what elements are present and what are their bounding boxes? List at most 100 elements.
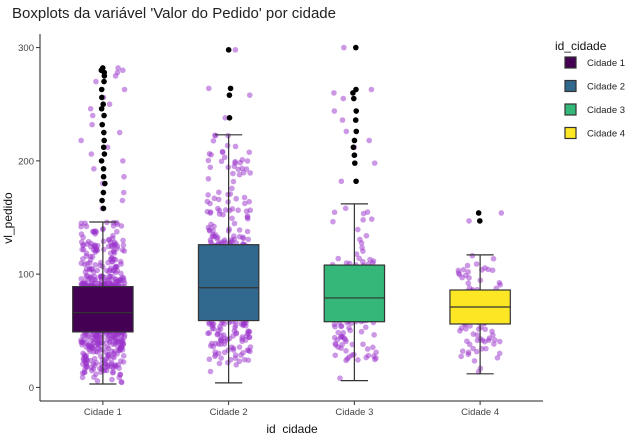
jitter-point: [107, 250, 114, 256]
y-tick-label: 0: [29, 383, 34, 394]
jitter-point: [85, 342, 91, 348]
jitter-point: [229, 215, 235, 222]
jitter-point: [341, 44, 347, 51]
jitter-point: [105, 345, 112, 352]
legend-title: id_cidade: [555, 39, 607, 53]
jitter-point: [224, 142, 231, 149]
legend-label: Cidade 2: [587, 82, 625, 93]
jitter-point: [105, 259, 111, 266]
jitter-point: [331, 108, 338, 114]
jitter-point: [244, 228, 251, 235]
jitter-point: [465, 280, 472, 287]
jitter-point: [343, 338, 349, 345]
jitter-point: [371, 160, 378, 166]
jitter-point: [121, 86, 128, 93]
jitter-point: [112, 269, 119, 276]
jitter-point: [221, 341, 228, 347]
jitter-point: [93, 348, 100, 355]
jitter-point: [92, 261, 99, 268]
outlier-point: [353, 86, 359, 93]
jitter-point: [205, 175, 212, 182]
jitter-point: [78, 137, 84, 144]
jitter-point: [245, 357, 252, 363]
jitter-point: [355, 357, 361, 363]
jitter-point: [357, 236, 363, 243]
jitter-point: [121, 173, 127, 180]
jitter-point: [459, 348, 466, 354]
x-tick-label: Cidade 4: [461, 407, 499, 418]
jitter-point: [335, 255, 342, 262]
outlier-point: [350, 95, 357, 102]
jitter-point: [246, 149, 253, 156]
jitter-point: [247, 170, 253, 176]
outlier-point: [100, 165, 107, 172]
outlier-point: [352, 160, 358, 166]
jitter-point: [331, 209, 338, 216]
outlier-point: [98, 105, 105, 112]
outlier-point: [102, 180, 108, 187]
outlier-point: [353, 178, 359, 185]
jitter-point: [119, 247, 126, 253]
jitter-point: [244, 213, 251, 219]
x-axis-title: id_cidade: [266, 422, 318, 434]
jitter-point: [210, 137, 217, 144]
jitter-point: [470, 331, 477, 337]
jitter-point: [471, 358, 478, 364]
outlier-point: [476, 218, 483, 224]
legend-label: Cidade 1: [587, 58, 625, 69]
jitter-point: [496, 338, 503, 345]
jitter-point: [109, 243, 115, 250]
jitter-point: [120, 353, 127, 359]
jitter-point: [91, 165, 97, 172]
jitter-point: [114, 69, 121, 76]
jitter-point: [94, 267, 101, 274]
outlier-point: [225, 47, 232, 53]
outlier-point: [99, 197, 105, 204]
jitter-point: [366, 137, 372, 144]
jitter-point: [235, 166, 242, 173]
outlier-point: [100, 205, 107, 212]
jitter-point: [80, 340, 86, 346]
outlier-point: [475, 210, 482, 216]
jitter-point: [490, 255, 497, 262]
jitter-point: [245, 236, 252, 243]
outlier-point: [226, 92, 233, 98]
jitter-point: [238, 352, 244, 358]
jitter-point: [479, 337, 486, 344]
jitter-point: [113, 228, 120, 235]
jitter-point: [207, 368, 214, 375]
jitter-point: [84, 334, 91, 340]
jitter-point: [358, 328, 365, 335]
jitter-point: [116, 277, 123, 284]
jitter-point: [109, 255, 115, 261]
box-cidade-1: [72, 65, 134, 385]
jitter-point: [106, 273, 113, 280]
jitter-point: [91, 374, 97, 380]
x-tick-label: Cidade 2: [210, 407, 248, 418]
jitter-point: [208, 221, 214, 228]
outlier-point: [227, 85, 234, 92]
jitter-point: [89, 266, 96, 273]
box-cidade-4: [449, 210, 511, 375]
jitter-point: [239, 157, 246, 163]
jitter-point: [496, 350, 503, 357]
jitter-point: [206, 85, 212, 92]
jitter-point: [221, 154, 228, 161]
outlier-point: [100, 144, 107, 151]
y-tick-label: 200: [18, 156, 34, 167]
outlier-point: [101, 137, 107, 144]
jitter-point: [343, 348, 349, 354]
outlier-point: [99, 121, 106, 128]
jitter-point: [349, 341, 356, 348]
jitter-point: [205, 330, 211, 337]
x-ticks: Cidade 1 Cidade 2 Cidade 3 Cidade 4: [84, 401, 499, 418]
jitter-point: [246, 334, 253, 341]
jitter-point: [106, 101, 113, 108]
jitter-point: [364, 209, 371, 215]
legend-item-cidade-4: Cidade 4: [564, 126, 625, 140]
jitter-point: [457, 328, 463, 334]
jitter-point: [246, 198, 253, 205]
legend-swatch: [564, 126, 577, 140]
legend-label: Cidade 4: [587, 129, 625, 140]
jitter-point: [111, 335, 117, 341]
